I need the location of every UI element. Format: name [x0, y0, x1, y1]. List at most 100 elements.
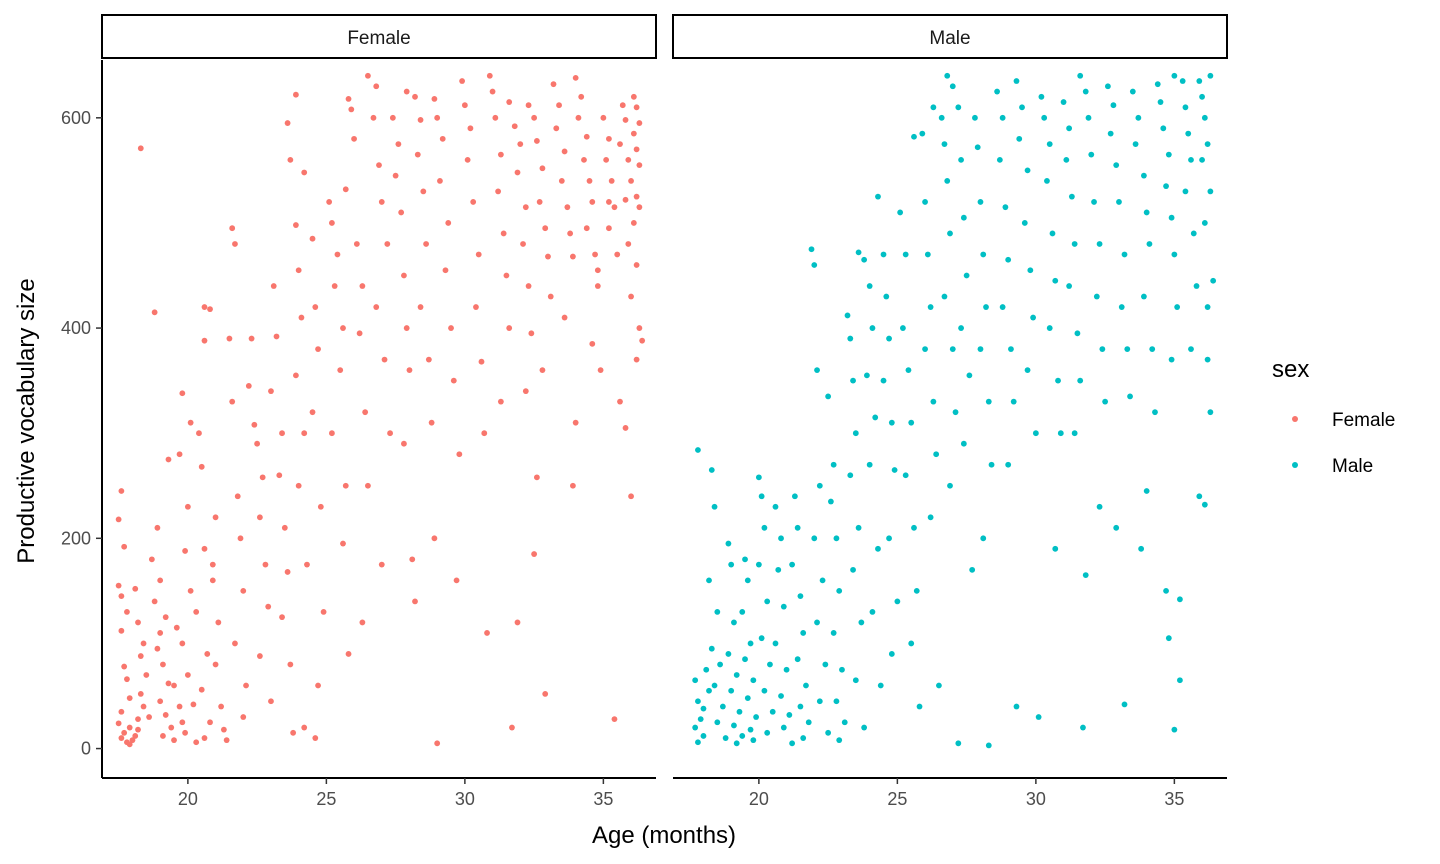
- point-female-241: [578, 93, 585, 100]
- point-female-210: [506, 99, 513, 105]
- point-male-276: [1177, 596, 1183, 603]
- point-male-6: [695, 739, 701, 746]
- point-female-278: [622, 425, 629, 431]
- point-female-205: [500, 230, 507, 237]
- point-female-208: [497, 398, 504, 405]
- point-female-33: [157, 577, 164, 584]
- point-male-5: [700, 733, 707, 739]
- point-female-182: [439, 135, 446, 142]
- point-female-218: [522, 388, 529, 395]
- y-tick-label-200: 200: [61, 528, 91, 548]
- point-female-163: [398, 209, 405, 216]
- point-male-185: [1027, 267, 1034, 274]
- point-female-223: [539, 165, 546, 172]
- point-male-99: [861, 724, 868, 731]
- point-female-10: [118, 708, 125, 715]
- point-female-147: [362, 409, 369, 416]
- point-female-216: [525, 283, 532, 289]
- point-male-77: [822, 661, 829, 668]
- point-female-7: [121, 663, 128, 670]
- point-female-145: [359, 283, 366, 289]
- point-female-9: [126, 695, 133, 702]
- point-female-172: [417, 117, 424, 123]
- point-female-81: [232, 241, 238, 247]
- point-male-201: [1066, 125, 1073, 132]
- point-male-112: [883, 293, 890, 300]
- point-female-131: [329, 220, 335, 226]
- point-female-96: [262, 561, 269, 568]
- point-female-181: [434, 114, 441, 121]
- point-male-123: [905, 367, 912, 374]
- point-male-101: [861, 256, 868, 263]
- point-male-54: [772, 640, 779, 647]
- point-male-141: [938, 114, 945, 121]
- point-female-8: [124, 676, 130, 683]
- point-male-266: [1201, 220, 1208, 226]
- point-female-230: [550, 81, 557, 88]
- point-female-55: [179, 640, 186, 647]
- point-male-73: [816, 482, 823, 489]
- point-male-256: [1190, 230, 1197, 237]
- point-male-275: [1163, 587, 1169, 594]
- point-female-149: [359, 619, 366, 626]
- point-female-110: [284, 120, 291, 126]
- point-male-26: [736, 708, 743, 715]
- point-female-264: [628, 177, 634, 184]
- point-female-217: [528, 330, 535, 337]
- point-female-200: [486, 72, 493, 79]
- point-male-245: [1168, 214, 1175, 221]
- point-female-91: [245, 382, 252, 389]
- point-female-263: [625, 156, 632, 163]
- point-male-22: [731, 619, 737, 626]
- point-female-48: [176, 703, 183, 710]
- point-male-238: [1152, 409, 1158, 416]
- point-female-249: [594, 283, 601, 289]
- point-male-227: [1124, 346, 1131, 352]
- point-male-20: [725, 540, 732, 547]
- point-female-40: [157, 698, 164, 705]
- point-female-67: [207, 719, 213, 726]
- point-female-30: [151, 309, 158, 316]
- point-male-7: [703, 666, 710, 673]
- x-axis-title: Age (months): [592, 822, 736, 849]
- y-tick-label-0: 0: [81, 739, 91, 759]
- point-male-31: [744, 577, 751, 584]
- point-female-207: [506, 325, 513, 331]
- point-male-23: [725, 651, 732, 657]
- point-female-261: [622, 117, 629, 123]
- point-male-25: [728, 687, 735, 694]
- point-male-124: [908, 419, 915, 426]
- point-female-175: [423, 241, 429, 247]
- point-male-278: [1113, 524, 1120, 531]
- facet-strip-label-female: Female: [347, 28, 410, 49]
- point-female-108: [287, 661, 294, 668]
- point-male-33: [747, 640, 754, 647]
- point-male-81: [830, 461, 837, 468]
- point-male-248: [1168, 356, 1175, 363]
- point-female-4: [118, 593, 125, 600]
- point-male-43: [755, 561, 762, 568]
- point-male-228: [1127, 393, 1133, 400]
- point-male-52: [775, 566, 782, 573]
- point-female-197: [478, 358, 485, 365]
- point-female-114: [298, 314, 305, 321]
- point-female-260: [619, 102, 626, 109]
- point-male-41: [758, 493, 765, 500]
- point-male-24: [733, 672, 740, 678]
- point-male-55: [783, 666, 790, 673]
- point-male-137: [933, 451, 940, 458]
- point-male-150: [944, 72, 951, 79]
- point-female-102: [268, 388, 274, 395]
- y-tick-label-400: 400: [61, 318, 91, 338]
- point-male-215: [1096, 241, 1103, 247]
- point-female-118: [304, 561, 310, 568]
- point-male-254: [1188, 156, 1194, 163]
- x-tick-label-male-20: 20: [749, 789, 769, 809]
- point-female-262: [617, 141, 623, 148]
- point-female-73: [212, 514, 219, 521]
- point-male-80: [825, 393, 832, 400]
- point-female-271: [633, 104, 640, 111]
- point-male-16: [711, 682, 718, 689]
- point-female-152: [370, 114, 377, 121]
- point-female-112: [293, 222, 299, 228]
